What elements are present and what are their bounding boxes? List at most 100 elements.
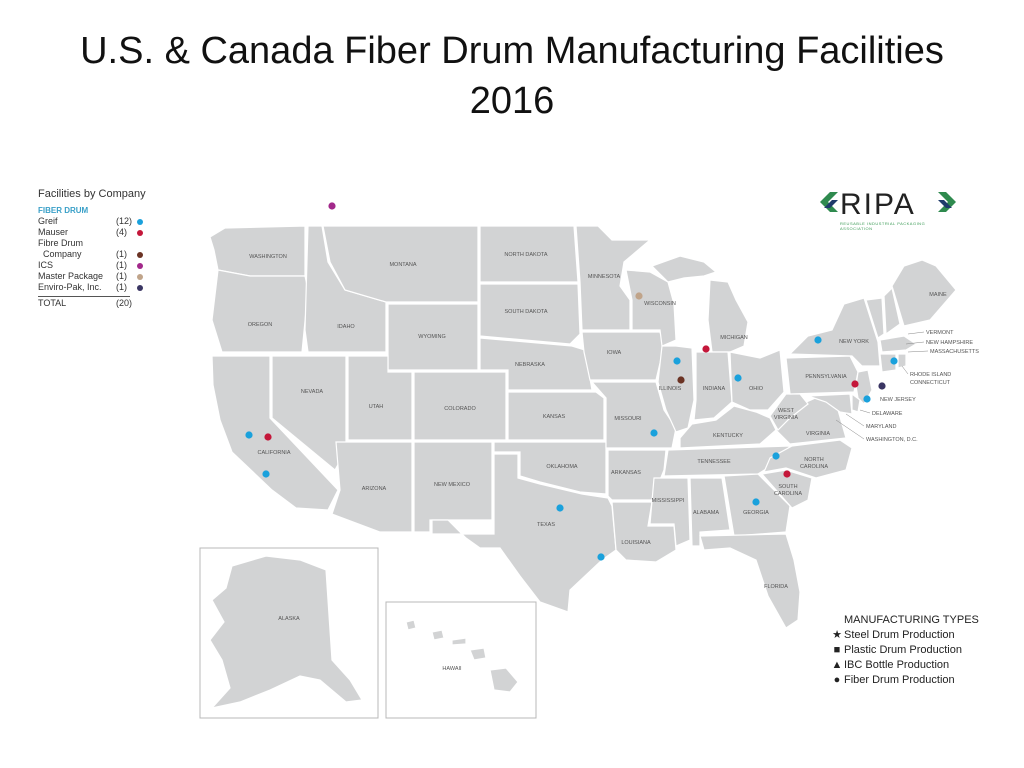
manufacturing-type-symbol-icon: ■ <box>833 644 841 656</box>
label-wyoming: WYOMING <box>418 334 446 340</box>
state-south-dakota <box>479 283 581 345</box>
leader-maryland <box>845 413 865 427</box>
facility-marker-greif-illinois <box>673 357 681 365</box>
state-minnesota <box>575 225 652 331</box>
leader-vermont <box>907 331 925 335</box>
state-rhode-island <box>897 353 907 369</box>
state-alaska <box>209 555 363 709</box>
manufacturing-type-label: Steel Drum Production <box>844 629 955 641</box>
manufacturing-type-row: ● Fiber Drum Production <box>830 673 979 688</box>
state-kentucky <box>679 405 777 449</box>
legend-color-dot <box>137 263 143 269</box>
label-alaska: ALASKA <box>278 616 300 622</box>
manufacturing-type-symbol-icon: ★ <box>832 629 842 641</box>
label-south-carolina-2: CAROLINA <box>774 491 802 497</box>
label-rhode-island: RHODE ISLAND <box>910 372 951 378</box>
legend-color-dot <box>137 230 143 236</box>
legend-company-name: ICS <box>38 260 54 270</box>
label-west-virginia-1: WEST <box>778 408 795 414</box>
label-georgia: GEORGIA <box>743 510 769 516</box>
facility-marker-ics-canada <box>328 202 336 210</box>
label-new-mexico: NEW MEXICO <box>434 482 471 488</box>
label-south-dakota: SOUTH DAKOTA <box>505 309 548 315</box>
label-mississippi: MISSISSIPPI <box>652 498 685 504</box>
label-illinois: ILLINOIS <box>659 386 682 392</box>
manufacturing-type-label: Fiber Drum Production <box>844 674 955 686</box>
legend-section: FIBER DRUM <box>38 206 89 215</box>
label-ohio: OHIO <box>749 386 764 392</box>
label-california: CALIFORNIA <box>257 450 290 456</box>
label-arkansas: ARKANSAS <box>611 470 641 476</box>
facility-marker-greif-california-north <box>245 431 253 439</box>
legend-title: Facilities by Company <box>38 188 146 200</box>
state-colorado <box>413 371 507 441</box>
state-massachusetts <box>879 335 918 353</box>
legend-company-count: (1) <box>116 260 127 270</box>
state-west-virginia <box>769 393 809 431</box>
ripa-logo-text: RIPA <box>840 188 916 221</box>
legend-row: Enviro-Pak, Inc. (1) <box>38 282 163 293</box>
label-south-carolina-1: SOUTH <box>778 484 797 490</box>
state-arizona <box>331 441 413 533</box>
state-new-mexico <box>413 441 493 533</box>
manufacturing-type-label: IBC Bottle Production <box>844 659 950 671</box>
label-kansas: KANSAS <box>543 414 566 420</box>
label-virginia: VIRGINIA <box>806 431 830 437</box>
legend-row: Company (1) <box>38 249 163 260</box>
manufacturing-type-row: ★ Steel Drum Production <box>830 628 979 643</box>
leader-delaware <box>859 409 871 414</box>
state-hawaii-maui <box>469 647 487 661</box>
legend-company-count: (1) <box>116 282 127 292</box>
facility-marker-greif-georgia <box>752 498 760 506</box>
label-north-carolina-1: NORTH <box>804 457 823 463</box>
leader-new-hampshire <box>905 341 925 345</box>
label-kentucky: KENTUCKY <box>713 433 743 439</box>
label-idaho: IDAHO <box>337 324 355 330</box>
state-hawaii-big <box>489 667 519 693</box>
label-tennessee: TENNESSEE <box>697 459 731 465</box>
label-utah: UTAH <box>369 404 384 410</box>
state-maine <box>891 259 957 327</box>
label-washington: WASHINGTON <box>249 254 287 260</box>
label-oregon: OREGON <box>248 322 272 328</box>
label-vermont: VERMONT <box>926 330 954 336</box>
facility-marker-greif-houston <box>597 553 605 561</box>
label-iowa: IOWA <box>607 350 622 356</box>
legend-company-name: Mauser <box>38 227 69 237</box>
state-michigan-upper <box>650 255 718 283</box>
legend-divider <box>38 296 130 297</box>
label-texas: TEXAS <box>537 522 555 528</box>
ripa-logo-subtitle: REUSABLE INDUSTRIAL PACKAGING ASSOCIATIO… <box>840 221 926 231</box>
legend-company-name: Master Package <box>38 271 104 281</box>
legend-company-count: (1) <box>116 249 127 259</box>
state-indiana <box>693 351 733 421</box>
facility-marker-greif-connecticut <box>890 357 898 365</box>
state-alabama <box>689 477 731 547</box>
label-michigan: MICHIGAN <box>720 335 748 341</box>
page-title: U.S. & Canada Fiber Drum Manufacturing F… <box>0 26 1024 126</box>
manufacturing-types-legend: MANUFACTURING TYPES ★ Steel Drum Producti… <box>830 614 979 688</box>
facility-marker-mauser-michigan <box>702 345 710 353</box>
label-massachusetts: MASSACHUSETTS <box>930 349 979 355</box>
legend-row: ICS (1) <box>38 260 163 271</box>
label-west-virginia-2: VIRGINIA <box>774 415 798 421</box>
leader-washington-dc <box>835 419 865 440</box>
title-line-2: 2016 <box>469 80 555 122</box>
label-arizona: ARIZONA <box>362 486 387 492</box>
manufacturing-type-label: Plastic Drum Production <box>844 644 962 656</box>
facility-marker-mauser-california <box>264 433 272 441</box>
facility-marker-greif-ohio <box>734 374 742 382</box>
legend-row: Mauser (4) <box>38 227 163 238</box>
manufacturing-type-row: ▲ IBC Bottle Production <box>830 658 979 673</box>
facility-marker-fibre-drum-illinois <box>677 376 685 384</box>
label-oklahoma: OKLAHOMA <box>546 464 578 470</box>
facility-marker-mauser-south-carolina <box>783 470 791 478</box>
state-new-hampshire <box>883 286 901 336</box>
label-washington-dc: WASHINGTON, D.C. <box>866 437 918 443</box>
state-michigan <box>707 279 749 353</box>
legend-row: Greif (12) <box>38 216 163 227</box>
title-line-1: U.S. & Canada Fiber Drum Manufacturing F… <box>80 30 944 72</box>
label-north-carolina-2: CAROLINA <box>800 464 828 470</box>
label-florida: FLORIDA <box>764 584 788 590</box>
legend-color-dot <box>137 285 143 291</box>
